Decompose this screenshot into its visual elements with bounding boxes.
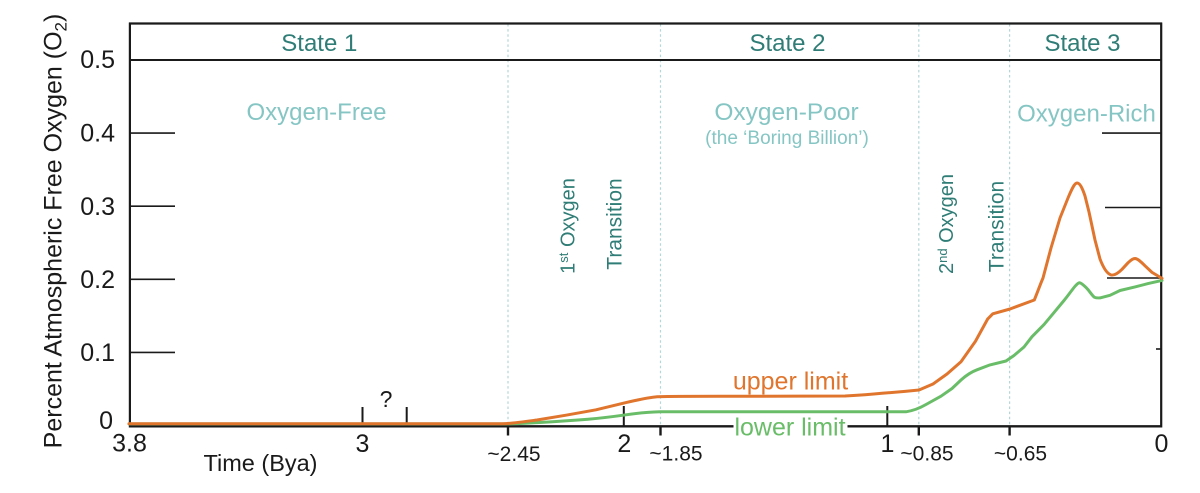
svg-text:lower limit: lower limit <box>734 413 845 441</box>
svg-text:State 2: State 2 <box>749 30 825 57</box>
svg-text:3: 3 <box>356 430 370 458</box>
svg-text:2: 2 <box>617 430 631 458</box>
svg-text:~0.85: ~0.85 <box>900 443 953 466</box>
svg-text:Oxygen-Poor: Oxygen-Poor <box>714 99 858 126</box>
svg-text:0.2: 0.2 <box>80 266 115 294</box>
svg-text:Time (Bya): Time (Bya) <box>203 450 317 476</box>
svg-text:1st Oxygen: 1st Oxygen <box>556 178 579 274</box>
svg-text:0.1: 0.1 <box>80 339 115 367</box>
svg-text:~2.45: ~2.45 <box>487 443 540 466</box>
svg-text:1: 1 <box>881 430 895 458</box>
svg-text:Transition: Transition <box>604 178 627 269</box>
svg-text:0.3: 0.3 <box>80 193 115 221</box>
svg-text:0.5: 0.5 <box>80 46 115 74</box>
svg-text:(the ‘Boring Billion’): (the ‘Boring Billion’) <box>705 128 869 149</box>
svg-text:State 1: State 1 <box>281 30 357 57</box>
svg-text:2nd Oxygen: 2nd Oxygen <box>935 174 958 274</box>
svg-text:Oxygen-Rich: Oxygen-Rich <box>1017 101 1156 128</box>
svg-text:0: 0 <box>99 407 113 435</box>
svg-text:Oxygen-Free: Oxygen-Free <box>246 99 386 126</box>
svg-text:0: 0 <box>1155 430 1169 458</box>
svg-text:~1.85: ~1.85 <box>649 443 702 466</box>
svg-text:State 3: State 3 <box>1044 30 1120 57</box>
svg-text:upper limit: upper limit <box>733 368 848 396</box>
svg-text:~0.65: ~0.65 <box>994 443 1047 466</box>
svg-text:Transition: Transition <box>986 181 1009 272</box>
svg-text:3.8: 3.8 <box>112 430 147 458</box>
svg-text:Percent Atmospheric Free Oxyge: Percent Atmospheric Free Oxygen (O2) <box>40 14 71 449</box>
svg-text:?: ? <box>380 386 393 412</box>
svg-text:0.4: 0.4 <box>80 120 115 148</box>
